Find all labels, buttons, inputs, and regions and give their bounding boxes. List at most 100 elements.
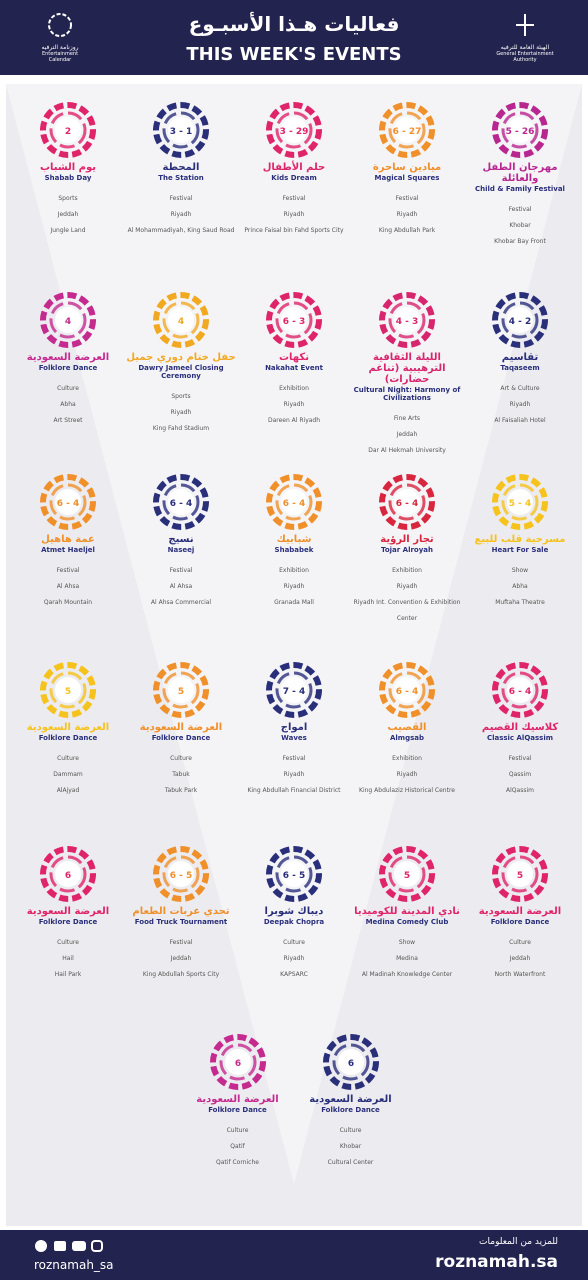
swirl-inner xyxy=(275,111,313,149)
event-title-ar: شبابيك xyxy=(276,534,312,545)
event-detail: Exhibition xyxy=(279,567,309,574)
event-date: 6 - 4 xyxy=(509,687,532,697)
swirl-outer xyxy=(266,474,322,530)
swirl-outer xyxy=(153,102,209,158)
event-detail: Hail Park xyxy=(54,971,82,978)
event-details: Exhibition Riyadh Dareen Al Riyadh xyxy=(238,381,350,429)
logo-icon xyxy=(48,13,72,37)
event-detail: Al Ahsa xyxy=(56,583,80,590)
event-title-en: Shababek xyxy=(274,546,314,554)
icon-center xyxy=(168,861,194,887)
icon-center xyxy=(281,489,307,515)
event: 6 - 4 كلاسيك القصيم Classic AlQassim Festiv… xyxy=(464,660,576,799)
event-title-ar: مهرجان الطفل والعائلة xyxy=(482,162,558,184)
swirl-outer xyxy=(40,846,96,902)
event-title-en: Naseej xyxy=(167,546,195,554)
event-detail: Culture xyxy=(226,1127,249,1134)
swirl-outer xyxy=(153,846,209,902)
event-detail: Al Ahsa Commercial xyxy=(150,599,212,606)
event-title-ar: العرضة السعودية xyxy=(26,722,110,733)
event: 7 - 4 امواج Waves Festival Riyadh King Abdull… xyxy=(238,660,350,799)
event-detail: Jeddah xyxy=(57,211,79,218)
event-detail: Qassim xyxy=(508,771,532,778)
swirl-inner xyxy=(162,855,200,893)
event: 5 نادي المدينة للكوميديا Medina Comedy Clu… xyxy=(351,844,463,983)
icon-center xyxy=(394,677,420,703)
event-date: 5 xyxy=(178,687,184,697)
event-icon: 6 - 27 xyxy=(379,102,435,158)
event-title-ar: العرضة السعودية xyxy=(309,1094,392,1105)
event: 6 - 4 شبابيك Shababek Exhibition Riyadh Grana… xyxy=(238,472,350,611)
event-title-en: Magical Squares xyxy=(374,174,440,182)
event-detail: KAPSARC xyxy=(280,971,308,978)
swirl-outer xyxy=(266,846,322,902)
event: 4 - 2 تقاسيم Taqaseem Art & Culture Riyadh Al… xyxy=(464,290,576,429)
swirl-inner xyxy=(332,1043,369,1081)
event-detail: AlQassim xyxy=(506,787,534,794)
swirl-inner xyxy=(501,671,539,709)
event-detail: King Abdullah Sports City xyxy=(142,971,220,978)
event-title-en: Deepak Chopra xyxy=(263,918,325,926)
event-title-ar: العرضة السعودية xyxy=(139,722,223,733)
event: 3 - 1 المحطة The Station Festival Riyadh Al M… xyxy=(125,100,237,239)
event-icon: 2 xyxy=(40,102,96,158)
event-title-en: Child & Family Festival xyxy=(475,185,565,193)
event-title-ar: ديباك شوبرا xyxy=(264,906,324,917)
event-details: Show Abha Muftaha Theatre xyxy=(464,563,576,611)
logo-text: الهيئة العامة للترفيه xyxy=(500,44,550,51)
event-detail: Riyadh xyxy=(283,401,305,408)
event: 5 العرضة السعودية Folklore Dance Culture Tab… xyxy=(125,660,237,799)
event-detail: Festival xyxy=(169,195,193,202)
event-detail: Jeddah xyxy=(509,955,531,962)
event-detail: Exhibition xyxy=(392,567,422,574)
event-date: 6 - 4 xyxy=(170,499,193,509)
swirl-outer xyxy=(379,474,435,530)
event-detail: Exhibition xyxy=(279,385,309,392)
icon-center xyxy=(168,677,194,703)
event-detail: Granada Mall xyxy=(274,599,314,606)
event-detail: Tabuk Park xyxy=(164,787,198,794)
event-icon: 3 - 1 xyxy=(153,102,209,158)
icon-center xyxy=(55,307,81,333)
event-details: Sports Jeddah Jungle Land xyxy=(12,191,124,239)
event-detail: Culture xyxy=(170,755,192,762)
event-details: Exhibition Riyadh Riyadh Int. Convention &… xyxy=(351,563,463,627)
event-details: Festival Al Ahsa Qarah Mountain xyxy=(12,563,124,611)
event: 6 - 4 تجار الرؤية Tojar Alroyah Exhibition R… xyxy=(351,472,463,627)
event-detail: Culture xyxy=(339,1127,362,1134)
event-icon: 5 - 4 xyxy=(492,474,548,530)
event: 6 - 27 ميادين ساحرة Magical Squares Festiva… xyxy=(351,100,463,239)
event-date: 3 - 1 xyxy=(170,127,193,137)
event-details: Festival Qassim AlQassim xyxy=(464,751,576,799)
icon-center xyxy=(507,677,533,703)
icon-center xyxy=(168,117,194,143)
swirl-outer xyxy=(379,102,435,158)
icon-center xyxy=(507,489,533,515)
logo-text: روزنامة الترفيه xyxy=(41,44,79,51)
event: 6 - 5 تحدي عربات الطعام Food Truck Tournam… xyxy=(125,844,237,983)
website[interactable]: roznamah.sa xyxy=(435,1252,558,1272)
event: 4 العرضة السعودية Folklore Dance Culture Abh… xyxy=(12,290,124,429)
event-detail: North Waterfront xyxy=(494,971,546,978)
icon-center xyxy=(281,677,307,703)
event: 3 - 29 حلم الأطفال Kids Dream Festival Riyad… xyxy=(238,100,350,239)
icon-center xyxy=(168,307,194,333)
event-title-ar: عمة هاهيل xyxy=(41,534,95,545)
event-title-en: Folklore Dance xyxy=(38,918,98,926)
event-date: 6 - 5 xyxy=(283,871,306,881)
event-icon: 6 xyxy=(322,1034,379,1090)
event-details: Culture Abha Art Street xyxy=(12,381,124,429)
event-date: 6 xyxy=(347,1059,353,1069)
event-title-en: Food Truck Tournament xyxy=(134,918,228,926)
event-detail: Riyadh xyxy=(396,771,418,778)
icon-center xyxy=(55,677,81,703)
event-icon: 6 - 4 xyxy=(40,474,96,530)
icon-center xyxy=(281,307,307,333)
event-detail: Riyadh Int. Convention & Exhibition Cent… xyxy=(353,599,461,622)
swirl-inner xyxy=(501,483,539,521)
event-date: 2 xyxy=(65,127,71,137)
icon-center xyxy=(55,489,81,515)
swirl-outer xyxy=(379,662,435,718)
event-detail: King Fahd Stadium xyxy=(152,425,210,432)
event-detail: Jungle Land xyxy=(50,227,86,234)
